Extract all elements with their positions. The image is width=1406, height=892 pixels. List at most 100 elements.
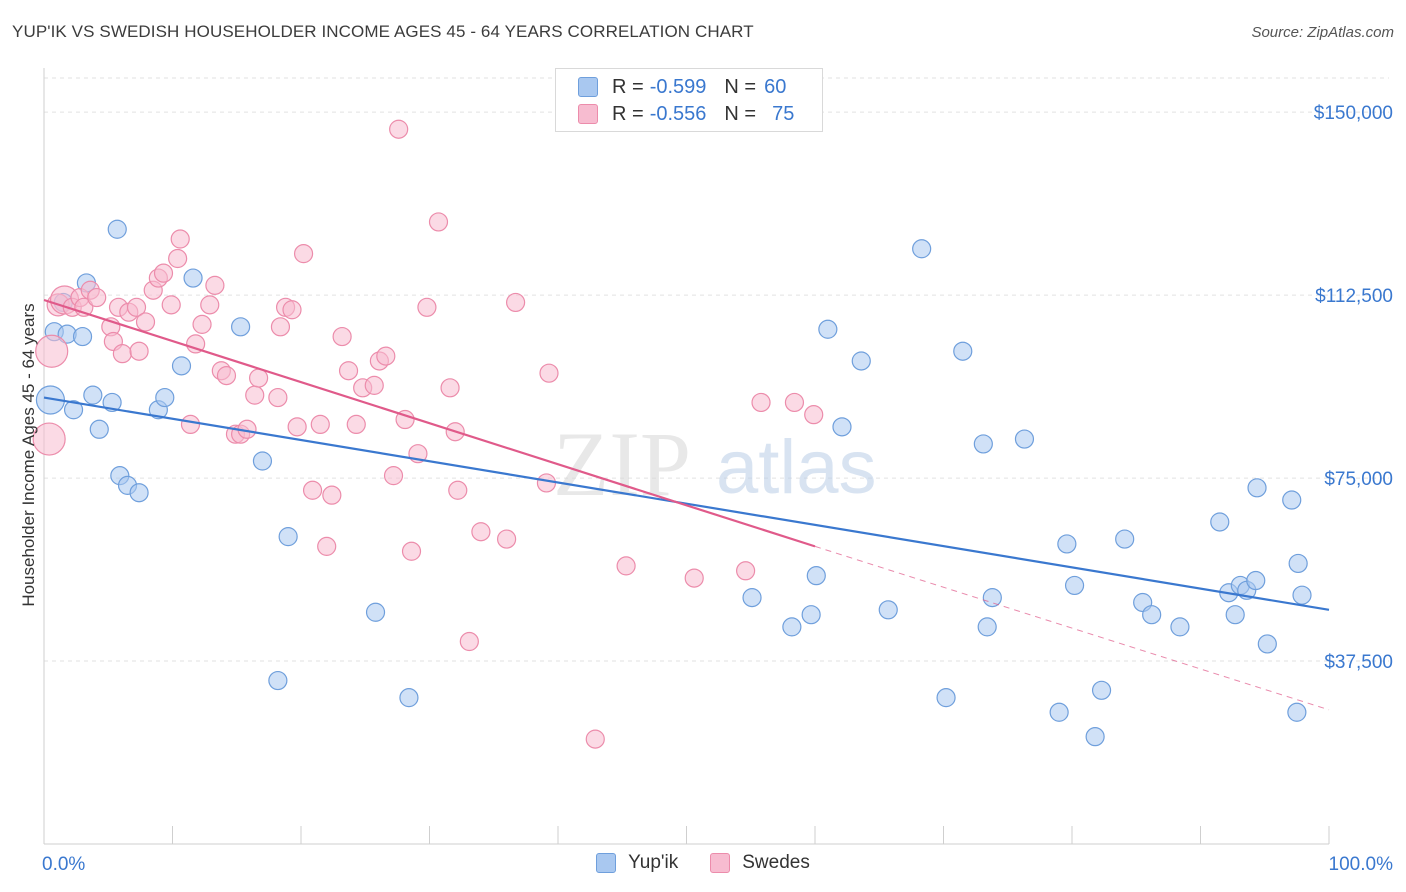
swedes-point (684, 568, 704, 588)
legend-n-label: N = (724, 75, 757, 98)
yupik-point (982, 588, 1002, 608)
yupik-point (973, 434, 993, 454)
swedes-point (268, 387, 288, 408)
source-label: Source: ZipAtlas.com (1251, 24, 1394, 41)
swedes-point (168, 248, 188, 269)
swedes-point (205, 275, 225, 295)
swedes-point (751, 392, 771, 413)
yupik-point (801, 605, 821, 625)
y-tick-label: $37,500 (1324, 652, 1393, 673)
swedes-point (153, 263, 174, 283)
yupik-point (1257, 634, 1277, 654)
yupik-point (851, 351, 871, 371)
swedes-point (383, 466, 404, 486)
yupik-point (399, 688, 419, 708)
yupik-point (268, 670, 288, 691)
trend-lines (43, 298, 1330, 711)
yupik-point (129, 483, 149, 503)
swedes-point (129, 341, 149, 361)
swedes-point (287, 417, 307, 437)
swedes-point (736, 561, 756, 581)
swedes-point (784, 392, 805, 413)
swedes-point (505, 292, 526, 313)
swedes-point (245, 385, 265, 405)
yupik-point (72, 326, 93, 347)
yupik-point (953, 341, 973, 361)
axes (43, 68, 1330, 845)
legend-swatch-yupik (578, 77, 598, 97)
yupik-point (912, 239, 932, 259)
legend-n-value: 60 (764, 75, 787, 98)
yupik-point (252, 451, 273, 471)
yupik-point (832, 417, 852, 437)
watermark: ZIP atlas (553, 413, 877, 515)
yupik-point (183, 268, 203, 288)
yupik-point (1282, 490, 1302, 510)
swedes-point (200, 295, 220, 315)
yupik-point (782, 617, 802, 637)
legend-r-label: R = (612, 75, 644, 98)
swedes-point (135, 312, 156, 332)
yupik-point (1142, 605, 1162, 625)
legend-r-label: R = (612, 102, 644, 125)
yupik-point (1225, 605, 1245, 625)
swedes-point (186, 334, 206, 354)
yupik-point (278, 527, 298, 547)
yupik-point (1292, 585, 1312, 605)
x-tick-label: 100.0% (1329, 854, 1394, 875)
series-legend-swedes: Swedes (710, 852, 810, 874)
swedes-point (35, 334, 69, 368)
y-tick-label: $150,000 (1314, 103, 1393, 124)
tick-labels: $37,500 $75,000 $112,500 $150,000 0.0% 100.0% (42, 103, 1393, 875)
yupik-point (1057, 534, 1077, 554)
y-tick-label: $75,000 (1324, 469, 1393, 490)
x-tick-label: 0.0% (42, 854, 85, 875)
yupik-point (1115, 529, 1135, 549)
yupik-point (1210, 512, 1230, 532)
data-points (32, 119, 1312, 749)
yupik-point (1170, 617, 1190, 637)
swedes-point (459, 631, 479, 652)
yupik-point (1287, 702, 1307, 722)
yupik-point (107, 219, 127, 239)
swedes-point (346, 414, 366, 435)
series-swatch-swedes (710, 853, 731, 873)
yupik-point (102, 392, 122, 413)
legend-n-value: 75 (772, 102, 795, 125)
swedes-point (302, 480, 323, 500)
yupik-point (155, 387, 175, 408)
swedes-point (332, 326, 352, 347)
swedes-point (270, 317, 291, 337)
series-label-yupik: Yup'ik (628, 852, 679, 873)
swedes-point (428, 212, 449, 232)
swedes-point (248, 368, 269, 388)
yupik-point (231, 317, 251, 337)
swedes-point (338, 361, 359, 381)
yupik-point (1085, 727, 1105, 747)
correlation-legend: R = -0.599 N = 60 R = -0.556 N = 75 (555, 68, 823, 132)
yupik-point (977, 617, 997, 637)
yupik-point (171, 356, 192, 376)
chart-title: YUP'IK VS SWEDISH HOUSEHOLDER INCOME AGE… (12, 22, 754, 41)
swedes-point (112, 344, 132, 364)
yupik-point (89, 419, 109, 439)
yupik-point (365, 602, 386, 622)
swedes-point (161, 295, 181, 315)
watermark-atlas: atlas (716, 425, 877, 510)
swedes-point (364, 375, 384, 395)
swedes-point (539, 363, 559, 383)
swedes-point (616, 556, 636, 576)
swedes-point (585, 729, 605, 749)
legend-n-label: N = (724, 102, 757, 125)
swedes-point (448, 480, 468, 500)
yupik-point (742, 588, 762, 608)
swedes-trend-line (43, 298, 816, 548)
swedes-point (310, 414, 330, 435)
legend-r-value: -0.599 (649, 75, 707, 98)
swedes-point (389, 119, 409, 139)
yupik-point (878, 600, 898, 620)
yupik-point (1247, 478, 1267, 498)
swedes-point (440, 378, 460, 398)
swedes-point (497, 529, 517, 549)
